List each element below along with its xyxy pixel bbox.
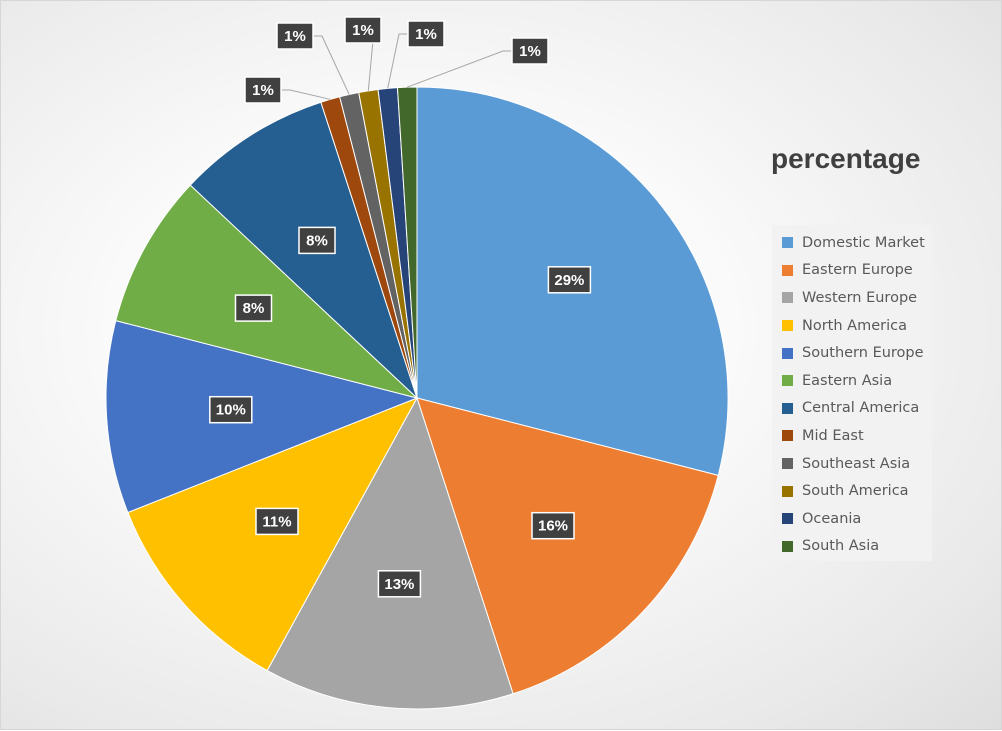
data-label-text: 1% (252, 82, 274, 99)
legend-label: Western Europe (802, 289, 918, 306)
data-label-text: 1% (415, 26, 437, 43)
pie-slice-western-europe (266, 396, 514, 710)
data-label-text: 29% (554, 272, 584, 289)
data-label-box (531, 511, 575, 540)
legend-swatch (782, 485, 793, 497)
data-label-southeast-asia: 1% (276, 22, 314, 50)
data-label-text: 11% (262, 513, 291, 530)
legend-swatch (782, 264, 793, 276)
data-labels: 29% 16% 13% 11% 10% 8% 8% 1% 1% 1% 1% 1% (209, 16, 592, 598)
legend-label: Domestic Market (802, 234, 925, 251)
data-label-eastern-asia: 8% (234, 294, 273, 322)
data-label-box (244, 76, 282, 104)
legend-swatch (782, 430, 793, 442)
data-label-box (511, 37, 549, 65)
legend-label: Southeast Asia (802, 455, 911, 472)
legend-item-western-europe: Western Europe (782, 284, 932, 312)
data-label-text: 13% (384, 576, 414, 593)
legend-swatch (782, 347, 793, 359)
pie-slice-southern-europe (105, 320, 419, 514)
data-label-eastern-europe: 16% (531, 511, 575, 540)
pie-slice-eastern-asia (115, 184, 418, 399)
data-label-southern-europe: 10% (209, 395, 253, 424)
data-label-box (255, 507, 299, 536)
legend-item-mid-east: Mid East (782, 422, 932, 450)
legend-item-eastern-europe: Eastern Europe (782, 257, 932, 285)
legend-label: Oceania (802, 510, 862, 527)
data-label-text: 10% (216, 402, 246, 419)
data-label-mid-east: 1% (244, 76, 282, 104)
data-label-south-america: 1% (344, 16, 382, 44)
legend-label: Eastern Asia (802, 372, 893, 389)
data-label-western-europe: 13% (377, 570, 422, 598)
data-label-text: 8% (243, 300, 265, 317)
data-label-box (547, 266, 592, 294)
data-label-text: 1% (519, 43, 541, 60)
legend: Domestic Market Eastern Europe Western Eur… (772, 225, 932, 561)
data-label-box (407, 20, 445, 48)
data-label-box (234, 294, 273, 322)
data-label-box (276, 22, 314, 50)
data-label-text: 1% (352, 22, 374, 39)
pie-slices (105, 86, 729, 710)
data-label-text: 1% (284, 28, 306, 45)
legend-label: South Asia (802, 538, 880, 555)
leader-line-oceania (387, 33, 407, 89)
legend-label: North America (802, 317, 907, 334)
legend-label: Central America (802, 400, 920, 417)
legend-swatch (782, 402, 793, 414)
legend-label: South America (802, 483, 909, 500)
data-label-oceania: 1% (407, 20, 445, 48)
data-label-text: 16% (538, 518, 568, 535)
legend-item-southeast-asia: Southeast Asia (782, 450, 932, 478)
legend-swatch (782, 513, 793, 525)
legend-swatch (782, 237, 793, 249)
legend-item-oceania: Oceania (782, 505, 932, 533)
data-label-box (298, 226, 336, 255)
leader-line-south-asia (407, 50, 511, 88)
pie-slice-eastern-europe (416, 397, 719, 695)
data-label-box (209, 395, 253, 424)
data-label-text: 8% (306, 232, 328, 249)
data-label-domestic-market: 29% (547, 266, 592, 294)
legend-swatch (782, 375, 793, 387)
legend-item-north-america: North America (782, 312, 932, 340)
legend-label: Mid East (802, 427, 864, 444)
legend-swatch (782, 320, 793, 332)
leader-line-southeast-asia (314, 35, 350, 95)
legend-swatch (782, 458, 793, 470)
legend-item-domestic-market: Domestic Market (782, 229, 932, 257)
legend-swatch (782, 540, 793, 552)
legend-swatch (782, 292, 793, 304)
data-label-central-america: 8% (298, 226, 336, 255)
data-label-north-america: 11% (255, 507, 299, 536)
legend-item-south-america: South America (782, 477, 932, 505)
legend-item-southern-europe: Southern Europe (782, 339, 932, 367)
legend-label: Southern Europe (802, 345, 924, 362)
chart-title: percentage (771, 143, 921, 174)
legend-item-central-america: Central America (782, 395, 932, 423)
data-label-box (377, 570, 422, 598)
leader-line-mid-east (282, 89, 331, 100)
data-label-south-asia: 1% (511, 37, 549, 65)
legend-item-eastern-asia: Eastern Asia (782, 367, 932, 395)
legend-label: Eastern Europe (802, 262, 913, 279)
data-label-box (344, 16, 382, 44)
legend-item-south-asia: South Asia (782, 533, 932, 561)
